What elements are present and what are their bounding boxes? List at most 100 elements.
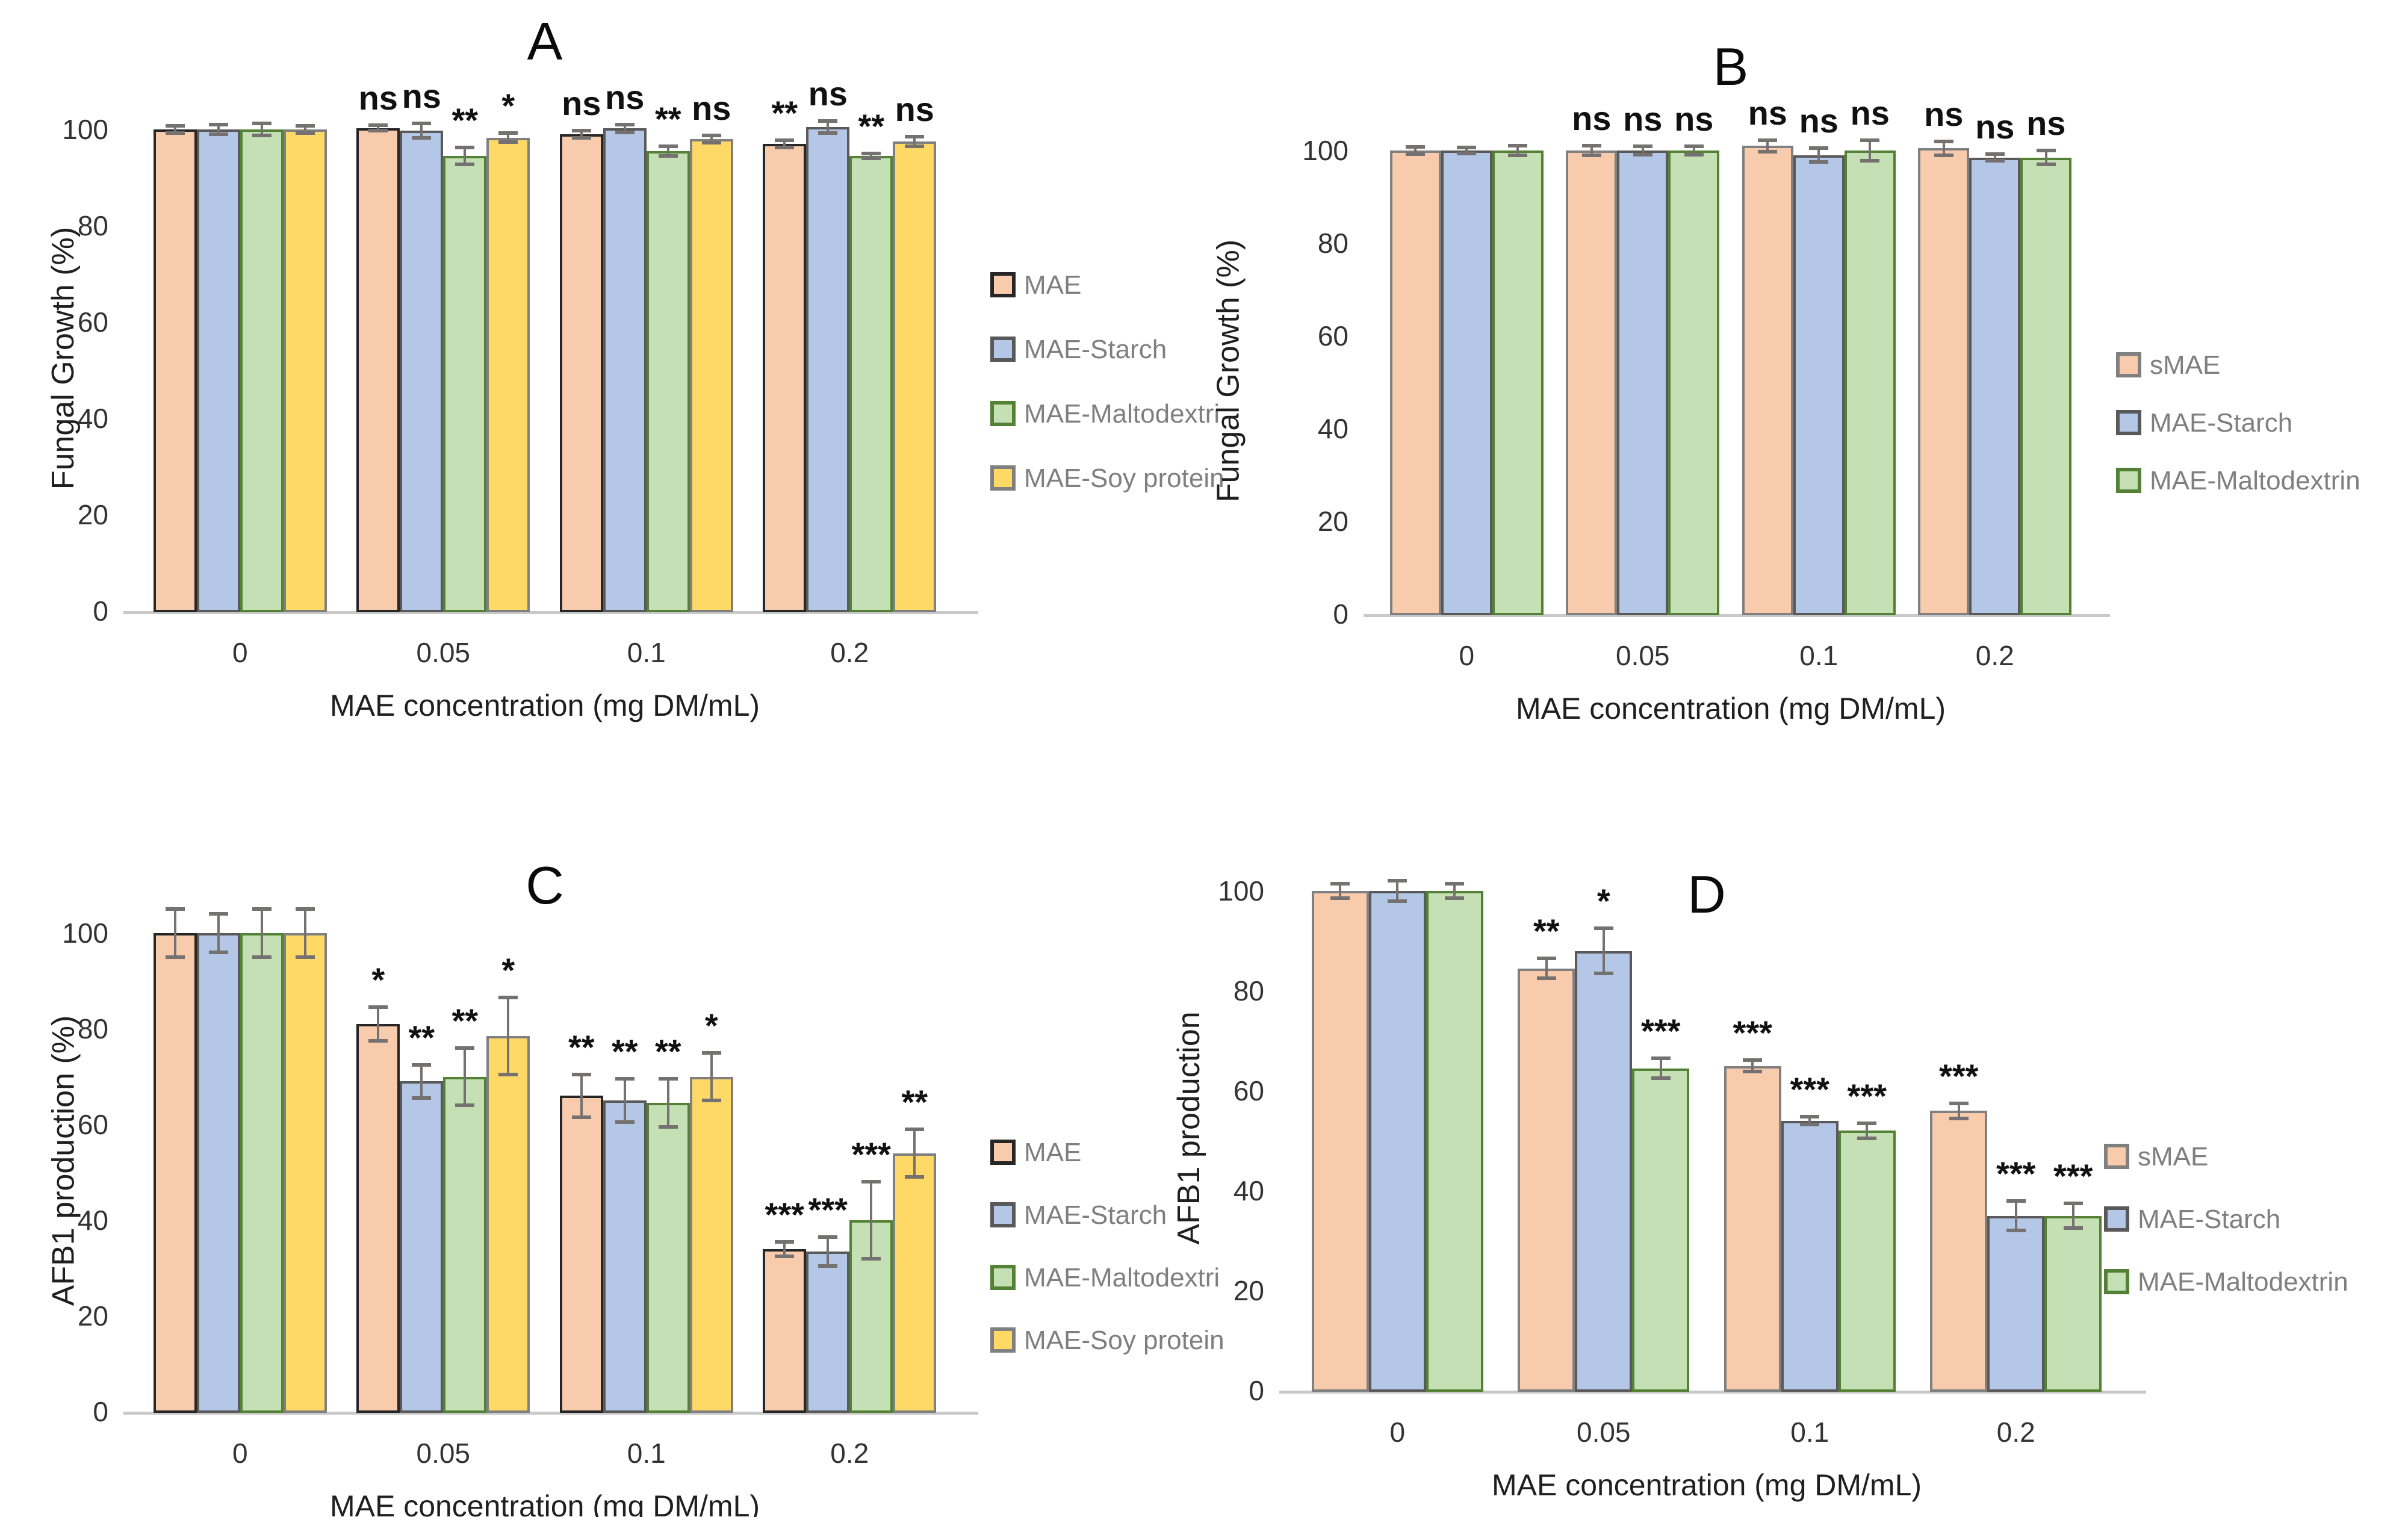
error-bar-cap-top: [1445, 881, 1465, 886]
legend-label-C-MAE: MAE: [1024, 1138, 1082, 1167]
legend-label-B-MAE-Maltodextrin: MAE-Maltodextrin: [2150, 466, 2360, 495]
sig-annotation-B-MAE-Starch-0.1: ns: [1799, 102, 1839, 140]
error-bar-D-MAE-Starch-0: [1396, 881, 1399, 901]
error-bar-cap-top: [368, 1005, 388, 1010]
bar-B-sMAE-0.05: [1566, 150, 1618, 615]
legend-swatch-C-MAE-Starch: [990, 1202, 1016, 1227]
error-bar-D-sMAE-0.2: [1957, 1103, 1960, 1118]
error-bar-cap-bottom: [1581, 153, 1601, 157]
error-bar-cap-top: [1743, 1058, 1763, 1062]
error-bar-cap-top: [775, 1239, 795, 1244]
bar-D-MAE-Maltodextrin-0.2: [2044, 1215, 2102, 1392]
sig-annotation-A-MAE-Maltodextri-0.1: **: [654, 100, 681, 138]
error-bar-cap-top: [701, 133, 721, 137]
panel-C-y-tick-20: 20: [77, 1300, 108, 1332]
sig-annotation-D-MAE-Maltodextrin-0.1: ***: [1847, 1076, 1887, 1115]
panel-B-y-tick-40: 40: [1317, 413, 1348, 444]
bar-A-MAE-0.05: [356, 128, 400, 612]
error-bar-cap-bottom: [455, 1103, 475, 1108]
panel-D-y-tick-80: 80: [1233, 975, 1264, 1007]
panel-B-title: B: [1713, 37, 1749, 96]
error-bar-cap-top: [1651, 1056, 1671, 1061]
panel-C-x-tick-0: 0: [232, 1438, 248, 1469]
sig-annotation-A-MAE-Starch-0.1: ns: [605, 78, 645, 116]
panel-B-x-axis-line: [1364, 614, 2110, 617]
error-bar-C-MAE-Maltodextri-0.05: [464, 1047, 467, 1106]
error-bar-cap-bottom: [2036, 163, 2056, 167]
sig-annotation-C-MAE-0.05: *: [371, 961, 385, 999]
error-bar-cap-top: [2063, 1201, 2083, 1205]
error-bar-A-MAE-Soy protein-0.05: [507, 133, 510, 142]
error-bar-cap-top: [818, 119, 838, 123]
bar-C-MAE-0: [153, 933, 197, 1413]
error-bar-cap-top: [1857, 1121, 1877, 1125]
error-bar-cap-top: [165, 907, 185, 911]
error-bar-C-MAE-0: [173, 909, 176, 957]
error-bar-cap-top: [658, 144, 678, 148]
error-bar-cap-top: [295, 907, 315, 911]
bar-D-sMAE-0: [1311, 891, 1369, 1392]
bar-A-MAE-Soy protein-0.2: [893, 141, 937, 612]
error-bar-C-MAE-0.2: [783, 1241, 786, 1256]
error-bar-cap-bottom: [861, 157, 881, 160]
sig-annotation-D-sMAE-0.05: **: [1533, 912, 1560, 951]
error-bar-cap-bottom: [208, 132, 228, 136]
error-bar-cap-bottom: [1857, 1136, 1877, 1140]
error-bar-cap-top: [498, 131, 518, 135]
bar-D-MAE-Maltodextrin-0.05: [1632, 1068, 1690, 1392]
sig-annotation-A-MAE-Starch-0.05: ns: [402, 76, 441, 115]
legend-swatch-C-MAE-Maltodextri: [990, 1265, 1016, 1290]
bar-A-MAE-0.2: [763, 144, 807, 612]
sig-annotation-D-MAE-Starch-0.2: ***: [1996, 1154, 2036, 1193]
bar-C-MAE-Maltodextri-0.1: [646, 1103, 690, 1413]
bar-B-MAE-Maltodextrin-0: [1492, 150, 1544, 615]
legend-swatch-D-sMAE: [2104, 1144, 2129, 1169]
bar-D-MAE-Starch-0.2: [1987, 1215, 2045, 1392]
error-bar-A-MAE-Starch-0.1: [623, 125, 626, 132]
sig-annotation-B-sMAE-0.05: ns: [1572, 99, 1612, 138]
sig-annotation-A-MAE-0.05: ns: [358, 78, 398, 117]
sig-annotation-D-sMAE-0.2: ***: [1939, 1056, 1979, 1095]
sig-annotation-C-MAE-Soy protein-0.2: **: [901, 1082, 928, 1121]
error-bar-D-MAE-Maltodextrin-0.1: [1866, 1123, 1869, 1138]
error-bar-cap-bottom: [412, 1096, 432, 1100]
error-bar-A-MAE-Maltodextri-0.05: [464, 147, 467, 165]
error-bar-cap-bottom: [165, 131, 185, 135]
error-bar-cap-top: [252, 907, 272, 911]
error-bar-cap-top: [615, 1077, 635, 1081]
legend-label-A-MAE: MAE: [1024, 270, 1082, 300]
sig-annotation-B-MAE-Starch-0.2: ns: [1975, 108, 2015, 146]
bar-B-sMAE-0: [1389, 150, 1441, 615]
error-bar-cap-top: [412, 1063, 432, 1067]
error-bar-cap-bottom: [295, 131, 315, 135]
panel-A-x-tick-0.2: 0.2: [830, 637, 869, 668]
bar-B-MAE-Starch-0.05: [1617, 150, 1669, 615]
error-bar-cap-bottom: [818, 131, 838, 135]
error-bar-cap-top: [861, 152, 881, 155]
error-bar-A-MAE-Soy protein-0: [303, 125, 306, 134]
error-bar-cap-bottom: [412, 135, 432, 140]
bar-D-sMAE-0.1: [1724, 1066, 1781, 1392]
bar-A-MAE-Maltodextri-0: [240, 129, 284, 612]
bar-D-sMAE-0.2: [1930, 1111, 1988, 1392]
sig-annotation-D-MAE-Starch-0.1: ***: [1790, 1070, 1829, 1109]
error-bar-C-MAE-Starch-0: [217, 914, 220, 952]
sig-annotation-A-MAE-Maltodextri-0.05: **: [452, 101, 479, 139]
error-bar-C-MAE-0.1: [580, 1074, 583, 1118]
sig-annotation-C-MAE-Soy protein-0.05: *: [501, 951, 515, 990]
error-bar-cap-bottom: [498, 1072, 518, 1076]
legend-swatch-A-MAE-Soy protein: [990, 465, 1016, 491]
legend-label-D-sMAE: sMAE: [2138, 1142, 2209, 1171]
bar-C-MAE-0.2: [763, 1249, 807, 1413]
panel-A-y-tick-100: 100: [62, 114, 108, 145]
sig-annotation-A-MAE-0.1: ns: [562, 84, 601, 122]
panel-D-y-tick-40: 40: [1233, 1175, 1264, 1206]
panel-C-y-tick-60: 60: [77, 1109, 108, 1140]
panel-C-x-axis-title: MAE concentration (mg DM/mL): [329, 1489, 760, 1517]
panel-B-x-tick-0.2: 0.2: [1975, 640, 2014, 671]
panel-D-x-axis-title: MAE concentration (mg DM/mL): [1491, 1468, 1922, 1502]
error-bar-cap-top: [1508, 144, 1528, 148]
error-bar-cap-bottom: [701, 141, 721, 145]
bar-A-MAE-Soy protein-0.1: [689, 139, 733, 612]
error-bar-cap-bottom: [2006, 1229, 2026, 1233]
